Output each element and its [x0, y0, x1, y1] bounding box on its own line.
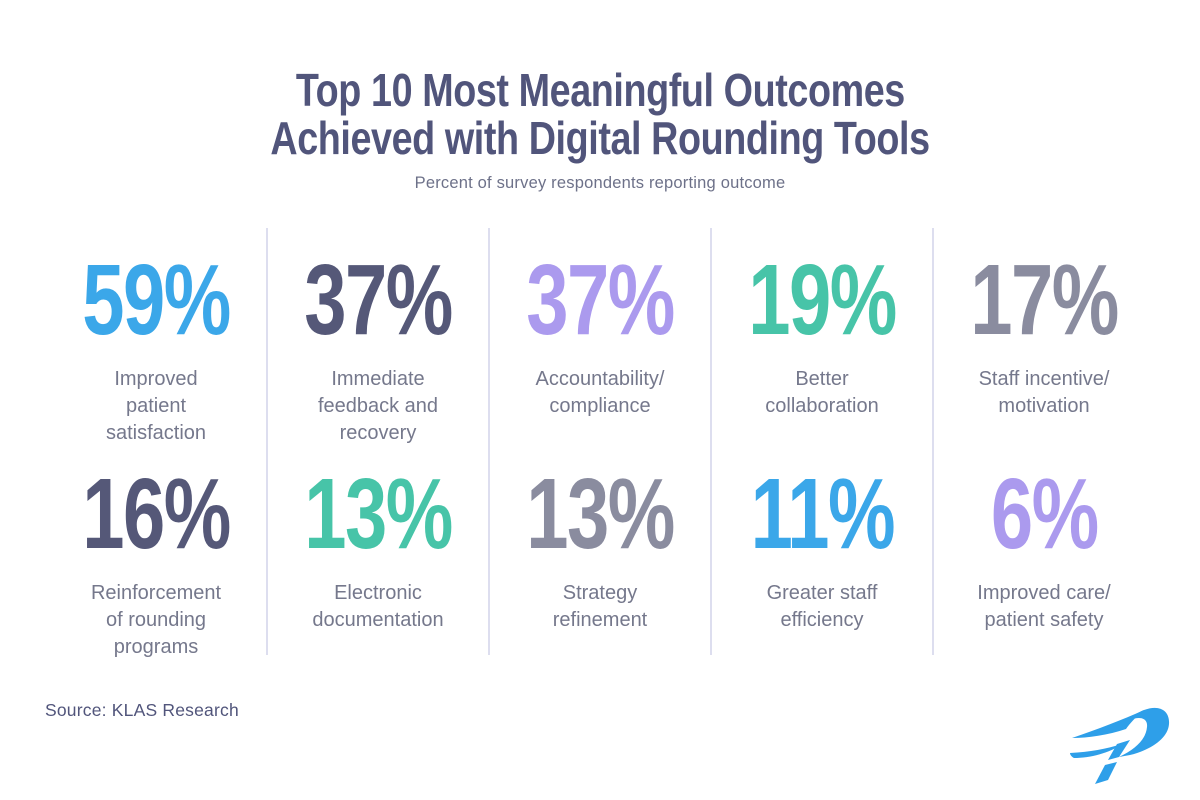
column-divider — [266, 228, 268, 655]
header: Top 10 Most Meaningful Outcomes Achieved… — [0, 66, 1200, 193]
source-attribution: Source: KLAS Research — [45, 700, 239, 720]
stat-label: Improved care/ patient safety — [977, 582, 1111, 631]
page-subtitle: Percent of survey respondents reporting … — [414, 174, 786, 192]
stat-label: Greater staff efficiency — [766, 582, 878, 631]
page-title-line-1: Top 10 Most Meaningful Outcomes — [295, 64, 905, 116]
stat-cell-electronic-documentation: 13% Electronic documentation — [267, 458, 489, 661]
stat-cell-accountability-compliance: 37% Accountability/ compliance — [489, 244, 711, 447]
stat-label: Strategy refinement — [552, 582, 648, 631]
stat-label: Reinforcement of rounding programs — [90, 582, 222, 658]
stat-label: Electronic documentation — [312, 582, 444, 631]
stat-value: 11% — [750, 458, 895, 570]
column-divider — [710, 228, 712, 655]
stat-cell-reinforcement-rounding-programs: 16% Reinforcement of rounding programs — [45, 458, 267, 661]
stat-value: 17% — [970, 244, 1119, 356]
stat-row-1: 59% Improved patient satisfaction 37% Im… — [45, 244, 1155, 447]
column-divider — [932, 228, 934, 655]
stat-cell-better-collaboration: 19% Better collaboration — [711, 244, 933, 447]
stat-value: 13% — [304, 458, 453, 570]
stat-value: 6% — [990, 458, 1099, 570]
stat-label: Improved patient satisfaction — [105, 368, 207, 444]
column-divider — [488, 228, 490, 655]
stat-cell-immediate-feedback-recovery: 37% Immediate feedback and recovery — [267, 244, 489, 447]
stat-label: Staff incentive/ motivation — [978, 368, 1110, 417]
swoosh-p-logo-icon — [1064, 698, 1186, 794]
stat-cell-greater-staff-efficiency: 11% Greater staff efficiency — [711, 458, 933, 661]
stat-value: 19% — [748, 244, 897, 356]
stat-value: 37% — [526, 244, 675, 356]
stat-label: Immediate feedback and recovery — [317, 368, 439, 444]
stat-cell-strategy-refinement: 13% Strategy refinement — [489, 458, 711, 661]
stat-cell-improved-care-patient-safety: 6% Improved care/ patient safety — [933, 458, 1155, 661]
stat-cell-staff-incentive-motivation: 17% Staff incentive/ motivation — [933, 244, 1155, 447]
stat-cell-improved-patient-satisfaction: 59% Improved patient satisfaction — [45, 244, 267, 447]
stat-value: 59% — [82, 244, 231, 356]
stat-row-2: 16% Reinforcement of rounding programs 1… — [45, 458, 1155, 661]
stat-grid: 59% Improved patient satisfaction 37% Im… — [45, 228, 1155, 658]
stat-value: 37% — [304, 244, 453, 356]
stat-value: 13% — [526, 458, 675, 570]
stat-label: Better collaboration — [765, 368, 879, 417]
page-title-line-2: Achieved with Digital Rounding Tools — [270, 112, 930, 164]
stat-label: Accountability/ compliance — [535, 368, 665, 417]
stat-value: 16% — [82, 458, 231, 570]
